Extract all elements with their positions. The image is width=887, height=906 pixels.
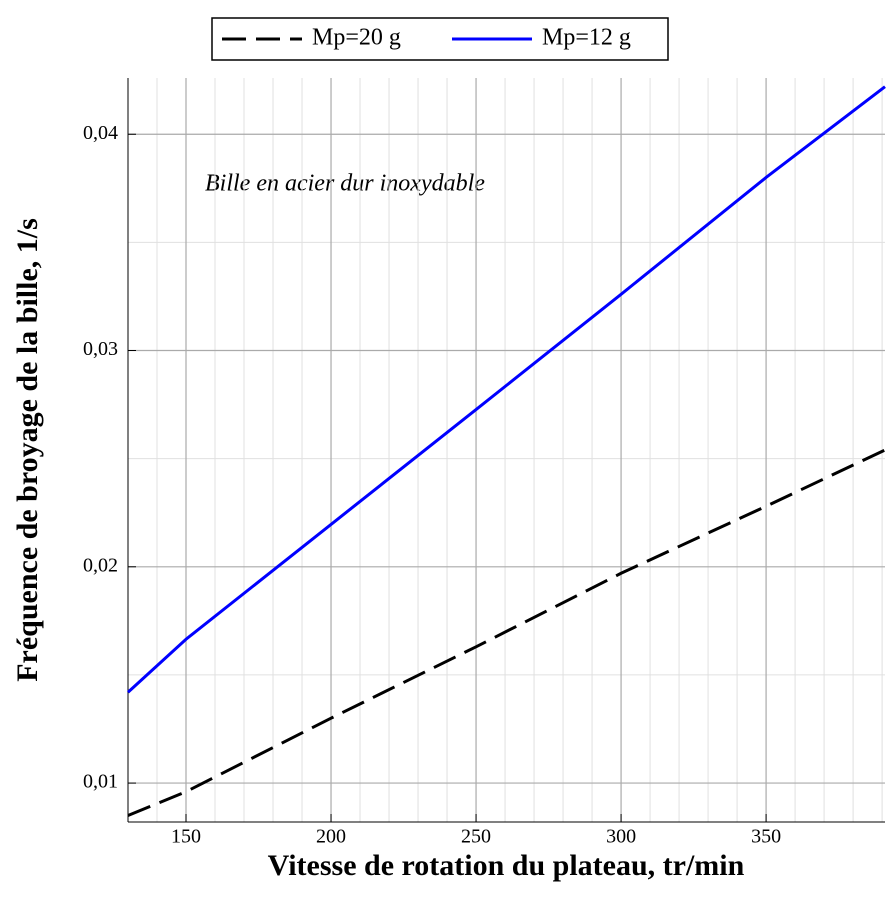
series-line bbox=[127, 448, 886, 817]
y-axis-label: Fréquence de broyage de la bille, 1/s bbox=[11, 218, 44, 682]
y-tick-label: 0,01 bbox=[83, 771, 118, 793]
legend-label: Mp=12 g bbox=[542, 25, 631, 51]
x-tick-label: 350 bbox=[751, 826, 781, 848]
x-axis-label: Vitesse de rotation du plateau, tr/min bbox=[268, 849, 745, 882]
y-tick-label: 0,02 bbox=[83, 554, 118, 576]
x-tick-label: 250 bbox=[461, 826, 491, 848]
x-tick-label: 150 bbox=[171, 826, 201, 848]
legend-box bbox=[211, 17, 669, 61]
y-tick-label: 0,04 bbox=[83, 122, 118, 144]
x-tick-label: 200 bbox=[316, 826, 346, 848]
y-tick-label: 0,03 bbox=[83, 338, 118, 360]
series-line bbox=[126, 85, 886, 694]
legend-label: Mp=20 g bbox=[312, 25, 401, 51]
annotation: Bille en acier dur inoxydable bbox=[205, 171, 485, 197]
x-tick-label: 300 bbox=[606, 826, 636, 848]
